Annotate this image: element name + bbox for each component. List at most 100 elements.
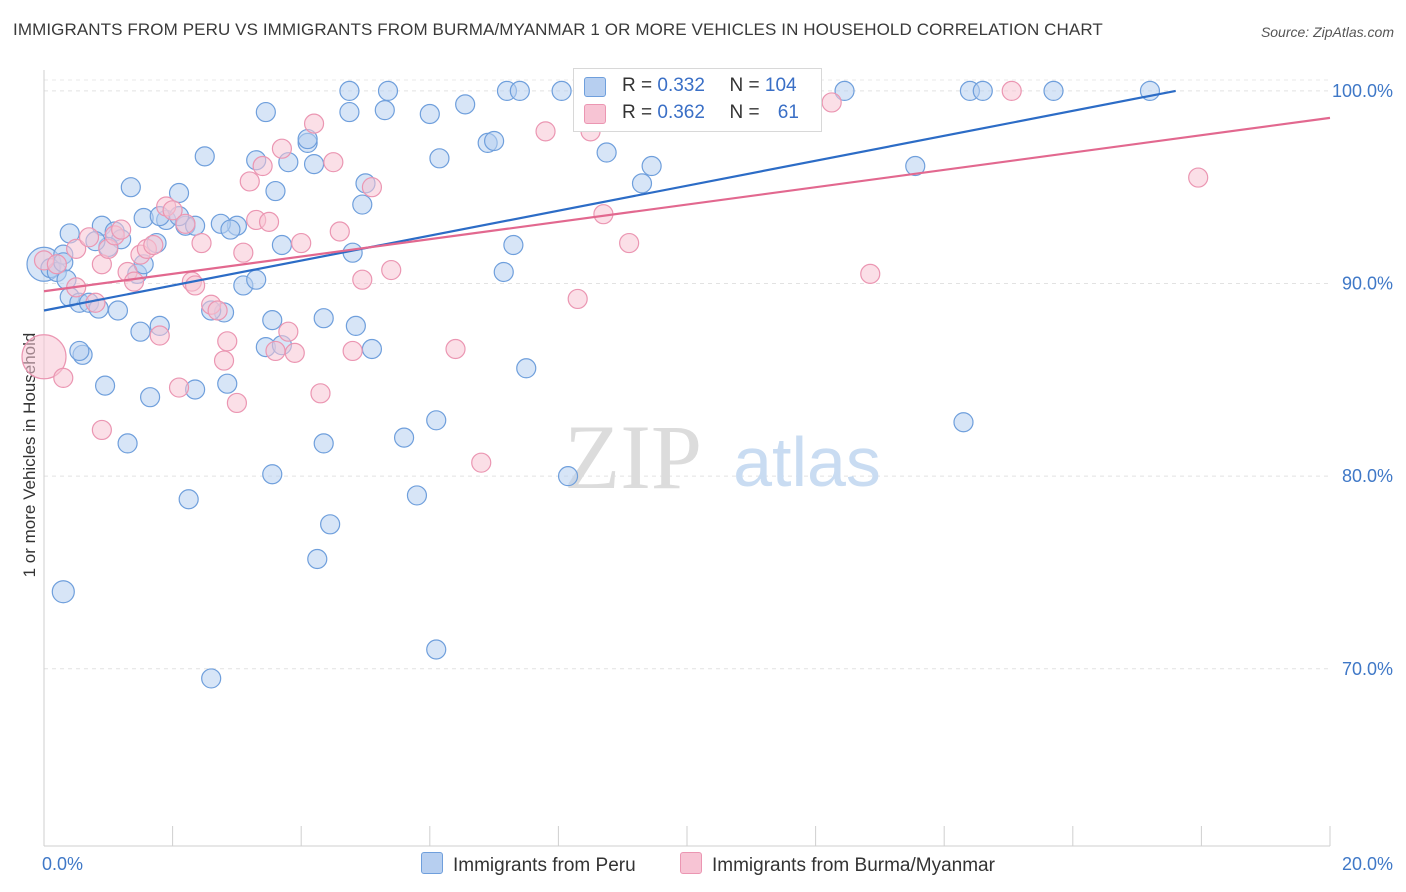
peru-trend-line <box>43 89 1176 312</box>
source-label: Source: ZipAtlas.com <box>1260 24 1394 40</box>
y-tick-label: 100.0% <box>1332 81 1393 101</box>
burma-point <box>207 300 228 321</box>
peru-point <box>117 433 138 454</box>
peru-point <box>194 146 215 167</box>
burma-point <box>445 338 466 360</box>
watermark: ZIP atlas <box>564 406 881 508</box>
burma-point <box>303 113 325 134</box>
grid-lines <box>44 79 1330 670</box>
burma-r-label: R = <box>622 102 653 123</box>
peru-point <box>246 269 267 290</box>
peru-point <box>107 300 129 321</box>
burma-n-label: N = <box>729 102 760 123</box>
peru-point <box>1043 80 1064 101</box>
burma-n-value: 61 <box>777 102 799 123</box>
burma-point <box>239 171 260 192</box>
burma-point <box>361 177 383 198</box>
peru-n-label: N = <box>729 75 760 96</box>
burma-legend-swatch <box>680 852 702 874</box>
burma-legend-label: Immigrants from Burma/Myanmar <box>712 855 995 876</box>
tick-labels: 70.0% 80.0% 90.0% 100.0% 0.0% 20.0% <box>42 81 1393 874</box>
trend-lines <box>43 89 1331 312</box>
burma-point <box>191 232 212 254</box>
burma-point <box>168 377 190 398</box>
peru-legend-swatch <box>421 852 443 874</box>
peru-point <box>255 101 276 123</box>
peru-point <box>429 148 450 169</box>
peru-point <box>557 466 579 487</box>
peru-point <box>393 427 415 448</box>
peru-swatch <box>584 77 606 97</box>
burma-point <box>252 155 273 177</box>
burma-point <box>619 232 640 254</box>
burma-point <box>1188 167 1209 188</box>
peru-point <box>493 261 514 283</box>
burma-point <box>46 254 67 275</box>
burma-point <box>278 321 299 342</box>
peru-point <box>320 514 341 535</box>
peru-point <box>168 182 190 204</box>
burma-point <box>123 271 145 292</box>
peru-point <box>972 80 993 101</box>
peru-r-value: 0.332 <box>657 75 705 96</box>
peru-point <box>339 101 360 123</box>
burma-point <box>66 238 87 259</box>
peru-point <box>271 234 293 256</box>
peru-point <box>551 80 572 101</box>
peru-point <box>139 387 161 408</box>
peru-point <box>631 173 653 194</box>
peru-point <box>220 219 241 240</box>
peru-point <box>455 94 476 115</box>
burma-point <box>258 211 280 232</box>
burma-swatch <box>584 104 606 124</box>
burma-point <box>291 232 312 254</box>
peru-point <box>419 103 440 125</box>
burma-point <box>149 325 170 346</box>
peru-point <box>516 358 537 379</box>
burma-point <box>53 367 74 389</box>
data-points <box>21 80 1209 689</box>
peru-point <box>307 548 328 570</box>
burma-point <box>323 152 344 173</box>
burma-point <box>567 288 588 310</box>
burma-point <box>535 121 556 142</box>
peru-point <box>426 410 447 431</box>
peru-point <box>596 142 617 163</box>
peru-point <box>262 464 283 485</box>
peru-point <box>352 194 373 215</box>
burma-point <box>213 350 235 371</box>
burma-point <box>143 234 164 256</box>
peru-point <box>484 130 505 152</box>
burma-point <box>226 392 247 414</box>
burma-point <box>310 383 331 404</box>
burma-point <box>111 219 132 240</box>
peru-point <box>217 373 238 394</box>
burma-point <box>381 259 402 281</box>
x-tick-label: 20.0% <box>1342 854 1393 874</box>
y-tick-label: 80.0% <box>1342 466 1393 486</box>
peru-point <box>361 338 383 360</box>
peru-point <box>509 80 530 101</box>
peru-point <box>905 155 926 177</box>
peru-point <box>345 315 366 337</box>
peru-point <box>834 80 855 101</box>
burma-point <box>1001 80 1022 101</box>
peru-legend-label: Immigrants from Peru <box>453 855 636 876</box>
peru-n-value: 104 <box>764 75 797 96</box>
peru-point <box>178 489 199 510</box>
burma-point <box>21 334 67 380</box>
axes <box>43 70 1331 847</box>
peru-point <box>953 412 974 433</box>
burma-point <box>78 227 100 248</box>
peru-point <box>339 80 360 101</box>
chart-title: IMMIGRANTS FROM PERU VS IMMIGRANTS FROM … <box>13 20 1103 39</box>
burma-point <box>821 92 842 113</box>
burma-point <box>352 269 373 290</box>
burma-point <box>233 242 254 263</box>
peru-point <box>130 321 151 342</box>
peru-r-label: R = <box>622 75 653 96</box>
peru-point <box>69 340 90 362</box>
burma-point <box>175 213 196 234</box>
peru-point <box>262 310 283 331</box>
